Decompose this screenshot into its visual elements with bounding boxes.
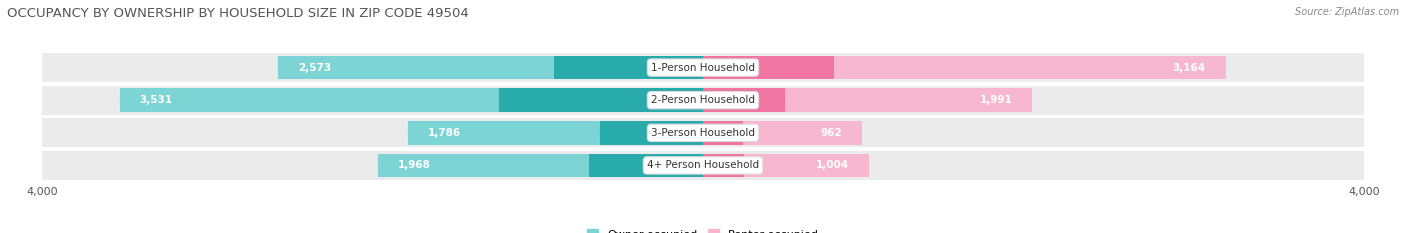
Bar	[703, 154, 744, 177]
Text: 1-Person Household: 1-Person Household	[651, 63, 755, 72]
Text: 4+ Person Household: 4+ Person Household	[647, 161, 759, 170]
Text: 3-Person Household: 3-Person Household	[651, 128, 755, 138]
Text: 1,004: 1,004	[815, 161, 849, 170]
Bar	[408, 121, 703, 144]
Bar	[42, 118, 1364, 147]
Text: 1,786: 1,786	[427, 128, 461, 138]
Legend: Owner-occupied, Renter-occupied: Owner-occupied, Renter-occupied	[582, 225, 824, 233]
Bar	[703, 154, 869, 177]
Text: 3,164: 3,164	[1173, 63, 1206, 72]
Bar	[589, 154, 703, 177]
Bar	[703, 89, 785, 112]
Bar	[378, 154, 703, 177]
Bar	[600, 121, 703, 144]
Text: 2-Person Household: 2-Person Household	[651, 95, 755, 105]
Text: 1,991: 1,991	[980, 95, 1012, 105]
Bar	[703, 121, 862, 144]
Bar	[703, 56, 1226, 79]
Bar	[703, 121, 742, 144]
Bar	[703, 89, 1032, 112]
Text: 1,968: 1,968	[398, 161, 430, 170]
Bar	[42, 151, 1364, 180]
Bar	[554, 56, 703, 79]
Bar	[42, 86, 1364, 115]
Bar	[278, 56, 703, 79]
Bar	[120, 89, 703, 112]
Bar	[703, 56, 834, 79]
Text: 3,531: 3,531	[139, 95, 173, 105]
Text: 962: 962	[821, 128, 842, 138]
Text: 2,573: 2,573	[298, 63, 330, 72]
Text: OCCUPANCY BY OWNERSHIP BY HOUSEHOLD SIZE IN ZIP CODE 49504: OCCUPANCY BY OWNERSHIP BY HOUSEHOLD SIZE…	[7, 7, 468, 20]
Bar	[42, 53, 1364, 82]
Bar	[499, 89, 703, 112]
Text: Source: ZipAtlas.com: Source: ZipAtlas.com	[1295, 7, 1399, 17]
